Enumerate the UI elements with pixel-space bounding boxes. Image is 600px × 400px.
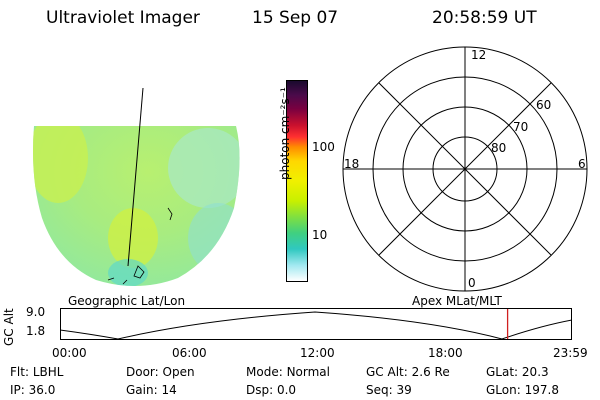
lat-label-80: 80 xyxy=(491,141,507,155)
colorbar xyxy=(286,80,308,282)
altitude-xtick-1: 06:00 xyxy=(172,346,207,360)
mode-field: Mode: Normal xyxy=(246,365,330,379)
geographic-label: Geographic Lat/Lon xyxy=(68,294,186,308)
door-field: Door: Open xyxy=(126,365,195,379)
mlt-label-12: 12 xyxy=(471,48,487,62)
ip-field: IP: 36.0 xyxy=(10,383,56,397)
seq-field: Seq: 39 xyxy=(366,383,412,397)
altitude-xtick-4: 23:59 xyxy=(553,346,588,360)
instrument-title: Ultraviolet Imager xyxy=(46,8,200,28)
mlt-label-18: 18 xyxy=(344,157,360,171)
date-label: 15 Sep 07 xyxy=(252,8,339,28)
time-label: 20:58:59 UT xyxy=(432,8,537,28)
apex-label: Apex MLat/MLT xyxy=(412,294,502,308)
flt-field: Flt: LBHL xyxy=(10,365,64,379)
gain-field: Gain: 14 xyxy=(126,383,177,397)
lat-label-60: 60 xyxy=(536,98,552,112)
colorbar-tick-10: 10 xyxy=(312,228,328,242)
altitude-ymax: 9.0 xyxy=(26,305,46,319)
colorbar-label: photon cm⁻²s⁻¹ xyxy=(278,87,292,180)
altitude-ymin: 1.8 xyxy=(26,324,46,338)
lat-label-70: 70 xyxy=(513,120,529,134)
altitude-xtick-2: 12:00 xyxy=(300,346,335,360)
altitude-xtick-0: 00:00 xyxy=(52,346,87,360)
polar-plot xyxy=(342,46,588,292)
glon-field: GLon: 197.8 xyxy=(486,383,559,397)
mlt-label-0: 0 xyxy=(468,276,476,290)
gc-alt-field: GC Alt: 2.6 Re xyxy=(366,365,450,379)
altitude-plot xyxy=(60,308,572,340)
geographic-image-panel xyxy=(33,88,240,287)
colorbar-tick-100: 100 xyxy=(312,140,335,154)
glat-field: GLat: 20.3 xyxy=(486,365,549,379)
altitude-ylabel: GC Alt xyxy=(2,308,16,346)
dsp-field: Dsp: 0.0 xyxy=(246,383,297,397)
mlt-label-6: 6 xyxy=(578,157,586,171)
altitude-xtick-3: 18:00 xyxy=(428,346,463,360)
